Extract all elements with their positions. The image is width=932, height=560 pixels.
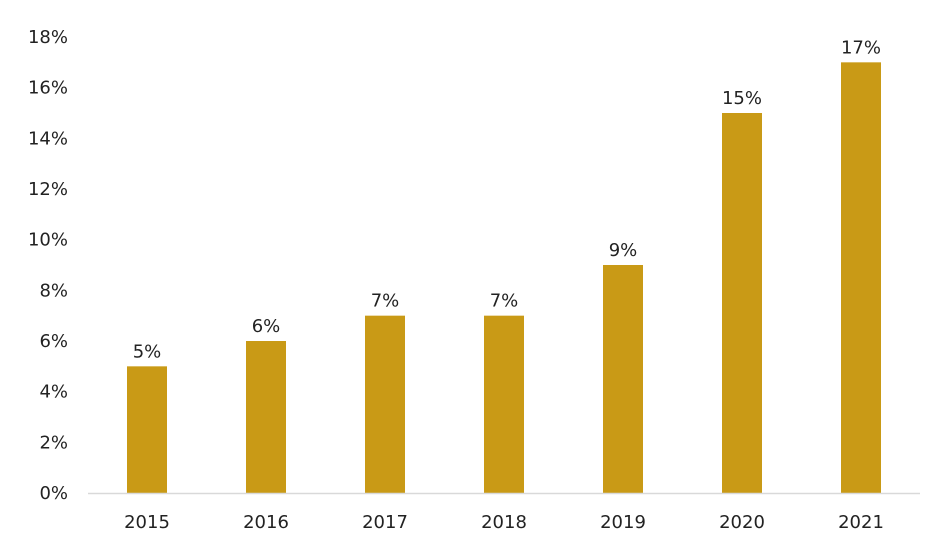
bar-2017: [365, 315, 405, 493]
bar-2018: [484, 315, 524, 493]
x-tick-label: 2019: [600, 512, 646, 533]
bars: [127, 62, 881, 493]
x-tick-label: 2021: [838, 512, 884, 533]
y-tick-label: 16%: [28, 78, 68, 99]
y-tick-label: 14%: [28, 128, 68, 149]
y-tick-label: 8%: [39, 280, 68, 301]
bar-2019: [603, 265, 643, 493]
data-label: 6%: [252, 316, 281, 337]
bar-2015: [127, 366, 167, 493]
data-label: 7%: [371, 291, 400, 312]
y-tick-label: 2%: [39, 432, 68, 453]
x-tick-label: 2016: [243, 512, 289, 533]
x-tick-label: 2015: [124, 512, 170, 533]
data-labels: 5% 6% 7% 7% 9% 15% 17%: [133, 37, 881, 362]
bar-2016: [246, 341, 286, 493]
data-label: 5%: [133, 341, 162, 362]
y-tick-label: 0%: [39, 483, 68, 504]
y-axis: 0% 2% 4% 6% 8% 10% 12% 14% 16% 18%: [28, 27, 68, 504]
y-tick-label: 12%: [28, 179, 68, 200]
x-tick-label: 2017: [362, 512, 408, 533]
data-label: 9%: [609, 240, 638, 261]
y-tick-label: 6%: [39, 331, 68, 352]
y-tick-label: 4%: [39, 382, 68, 403]
data-label: 17%: [841, 37, 881, 58]
x-tick-label: 2020: [719, 512, 765, 533]
x-axis: 2015 2016 2017 2018 2019 2020 2021: [124, 512, 884, 533]
y-tick-label: 18%: [28, 27, 68, 48]
y-tick-label: 10%: [28, 230, 68, 251]
data-label: 15%: [722, 88, 762, 109]
x-tick-label: 2018: [481, 512, 527, 533]
bar-2020: [722, 113, 762, 493]
data-label: 7%: [490, 291, 519, 312]
bar-2021: [841, 62, 881, 493]
